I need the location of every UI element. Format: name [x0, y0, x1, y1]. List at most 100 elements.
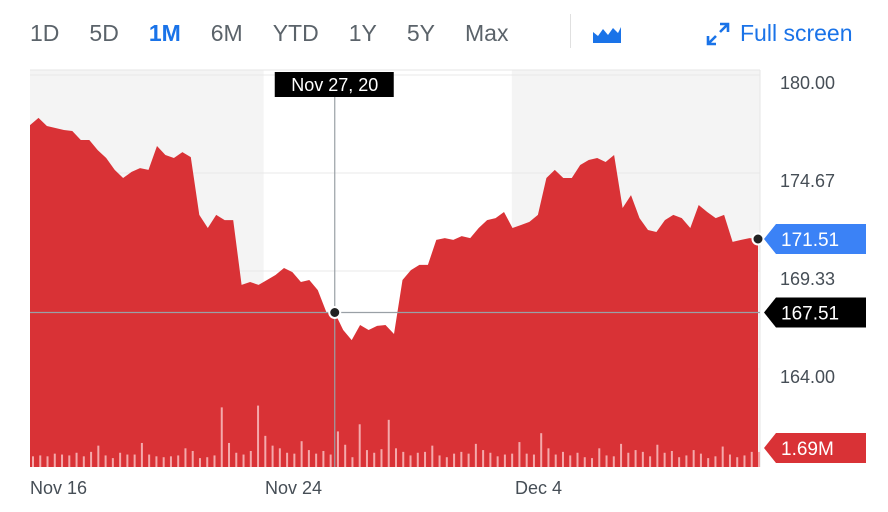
volume-bar — [300, 441, 303, 467]
volume-bar — [663, 452, 666, 467]
x-tick-label: Dec 4 — [515, 478, 562, 498]
volume-bar — [315, 453, 318, 467]
volume-bar — [75, 452, 78, 467]
fullscreen-label: Full screen — [740, 20, 853, 46]
volume-bar — [155, 456, 158, 467]
volume-bar — [445, 457, 448, 467]
range-ytd[interactable]: YTD — [272, 20, 319, 46]
volume-bar — [605, 455, 608, 467]
range-5d[interactable]: 5D — [89, 20, 119, 46]
volume-bar — [685, 455, 688, 467]
volume-bar — [286, 452, 289, 467]
volume-bar — [278, 448, 281, 467]
volume-bar — [467, 453, 470, 467]
volume-bar — [699, 453, 702, 467]
volume-bar — [540, 433, 543, 467]
volume-bar — [525, 453, 528, 467]
volume-bar — [736, 457, 739, 467]
fullscreen-button[interactable]: Full screen — [706, 20, 852, 47]
range-selector: 1D 5D 1M 6M YTD 1Y 5Y Max — [30, 20, 538, 47]
volume-bar — [373, 452, 376, 467]
range-max[interactable]: Max — [465, 20, 509, 46]
volume-bar — [641, 451, 644, 467]
volume-bar — [104, 455, 107, 467]
volume-bar — [554, 454, 557, 467]
volume-bar — [707, 458, 710, 467]
volume-bar — [438, 455, 441, 467]
volume-bar — [627, 452, 630, 467]
volume-bar — [351, 457, 354, 467]
volume-bar — [460, 451, 463, 467]
volume-bar — [46, 456, 49, 467]
volume-bar — [97, 445, 100, 467]
volume-bar — [365, 450, 368, 467]
volume-bar — [692, 450, 695, 467]
x-tick-label: Nov 16 — [30, 478, 87, 498]
volume-bar — [177, 455, 180, 467]
range-1m[interactable]: 1M — [148, 20, 181, 46]
range-1d[interactable]: 1D — [30, 20, 60, 46]
volume-bar — [380, 449, 383, 467]
volume-bar — [496, 456, 499, 467]
volume-bar — [728, 454, 731, 467]
volume-bar — [612, 456, 615, 467]
volume-bar — [358, 424, 361, 467]
volume-bar — [402, 451, 405, 467]
y-tick-label: 180.00 — [780, 73, 835, 93]
volume-bar — [68, 455, 71, 467]
volume-bar — [344, 444, 347, 467]
volume-bar — [489, 452, 492, 467]
volume-bar — [336, 431, 339, 467]
volume-bar — [242, 454, 245, 467]
volume-bar — [213, 455, 216, 467]
current-price-label: 171.51 — [781, 230, 839, 251]
volume-bar — [474, 443, 477, 467]
volume-bar — [39, 455, 42, 467]
volume-bar — [82, 456, 85, 467]
volume-bar — [191, 450, 194, 467]
volume-bar — [162, 457, 165, 467]
volume-bar — [220, 407, 223, 467]
crosshair-price-label: 167.51 — [781, 304, 839, 325]
volume-bar — [184, 448, 187, 467]
y-tick-label: 169.33 — [780, 269, 835, 289]
volume-bar — [416, 452, 419, 467]
volume-bar — [714, 456, 717, 467]
volume-bar — [591, 458, 594, 467]
volume-bar — [228, 442, 231, 467]
volume-bar — [90, 451, 93, 467]
volume-bar — [169, 456, 172, 467]
volume-bar — [503, 454, 506, 467]
expand-icon — [706, 22, 730, 45]
volume-bar — [329, 454, 332, 467]
volume-bar — [307, 450, 310, 467]
volume-bar — [721, 446, 724, 467]
volume-bar — [678, 457, 681, 467]
x-tick-label: Nov 24 — [265, 478, 322, 498]
volume-bar — [148, 454, 151, 467]
volume-bar — [620, 443, 623, 467]
y-tick-label: 164.00 — [780, 367, 835, 387]
volume-bar — [206, 457, 209, 467]
current-price-label-box — [764, 224, 866, 255]
volume-label: 1.69M — [781, 439, 834, 460]
volume-bar — [126, 454, 129, 467]
volume-bar — [133, 454, 136, 467]
volume-bar — [264, 435, 267, 467]
volume-bar — [119, 452, 122, 467]
mountain-chart-icon[interactable] — [592, 24, 622, 49]
range-5y[interactable]: 5Y — [406, 20, 435, 46]
current-price-dot — [751, 232, 765, 246]
volume-bar — [670, 450, 673, 467]
volume-bar — [511, 453, 514, 467]
range-1y[interactable]: 1Y — [348, 20, 377, 46]
crosshair-dot — [328, 306, 342, 320]
range-6m[interactable]: 6M — [210, 20, 243, 46]
volume-bar — [649, 456, 652, 467]
volume-bar — [257, 405, 260, 467]
volume-bar — [561, 451, 564, 467]
toolbar-divider — [570, 14, 571, 48]
volume-bar — [32, 456, 34, 467]
volume-bar — [249, 450, 252, 467]
